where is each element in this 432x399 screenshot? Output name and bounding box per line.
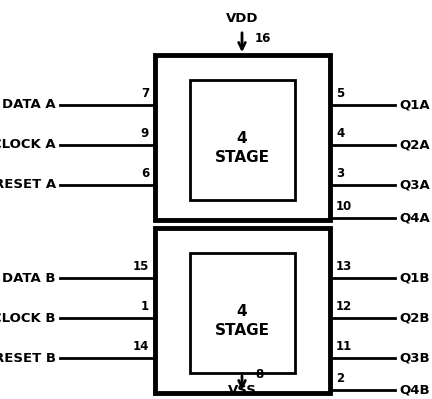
Text: 16: 16: [255, 32, 271, 45]
Text: Q4B: Q4B: [399, 383, 430, 397]
Text: Q3B: Q3B: [399, 352, 430, 365]
Text: 6: 6: [141, 167, 149, 180]
Text: Q2A: Q2A: [399, 138, 430, 152]
Text: 1: 1: [141, 300, 149, 313]
Text: CLOCK A: CLOCK A: [0, 138, 56, 152]
Text: VSS: VSS: [228, 383, 257, 397]
Text: Q4A: Q4A: [399, 211, 430, 225]
Text: 11: 11: [336, 340, 352, 353]
Text: 14: 14: [133, 340, 149, 353]
Bar: [190, 253, 295, 373]
Text: 10: 10: [336, 200, 352, 213]
Bar: [190, 80, 295, 200]
Text: VDD: VDD: [226, 12, 258, 24]
Text: 15: 15: [133, 260, 149, 273]
Text: Q3A: Q3A: [399, 178, 430, 192]
Text: 3: 3: [336, 167, 344, 180]
Text: 2: 2: [336, 372, 344, 385]
Text: 12: 12: [336, 300, 352, 313]
Text: DATA B: DATA B: [3, 271, 56, 284]
Text: Q1B: Q1B: [399, 271, 429, 284]
Text: 4
STAGE: 4 STAGE: [215, 304, 270, 338]
Text: 4: 4: [336, 127, 344, 140]
Text: 8: 8: [255, 369, 263, 381]
Text: DATA A: DATA A: [2, 99, 56, 111]
Text: 9: 9: [141, 127, 149, 140]
Text: RESET B: RESET B: [0, 352, 56, 365]
Text: RESET A: RESET A: [0, 178, 56, 192]
Text: Q2B: Q2B: [399, 312, 429, 324]
Text: CLOCK B: CLOCK B: [0, 312, 56, 324]
Bar: [155, 55, 330, 220]
Bar: [155, 228, 330, 393]
Text: 5: 5: [336, 87, 344, 100]
Text: 13: 13: [336, 260, 352, 273]
Text: 7: 7: [141, 87, 149, 100]
Text: Q1A: Q1A: [399, 99, 430, 111]
Text: 4
STAGE: 4 STAGE: [215, 131, 270, 165]
